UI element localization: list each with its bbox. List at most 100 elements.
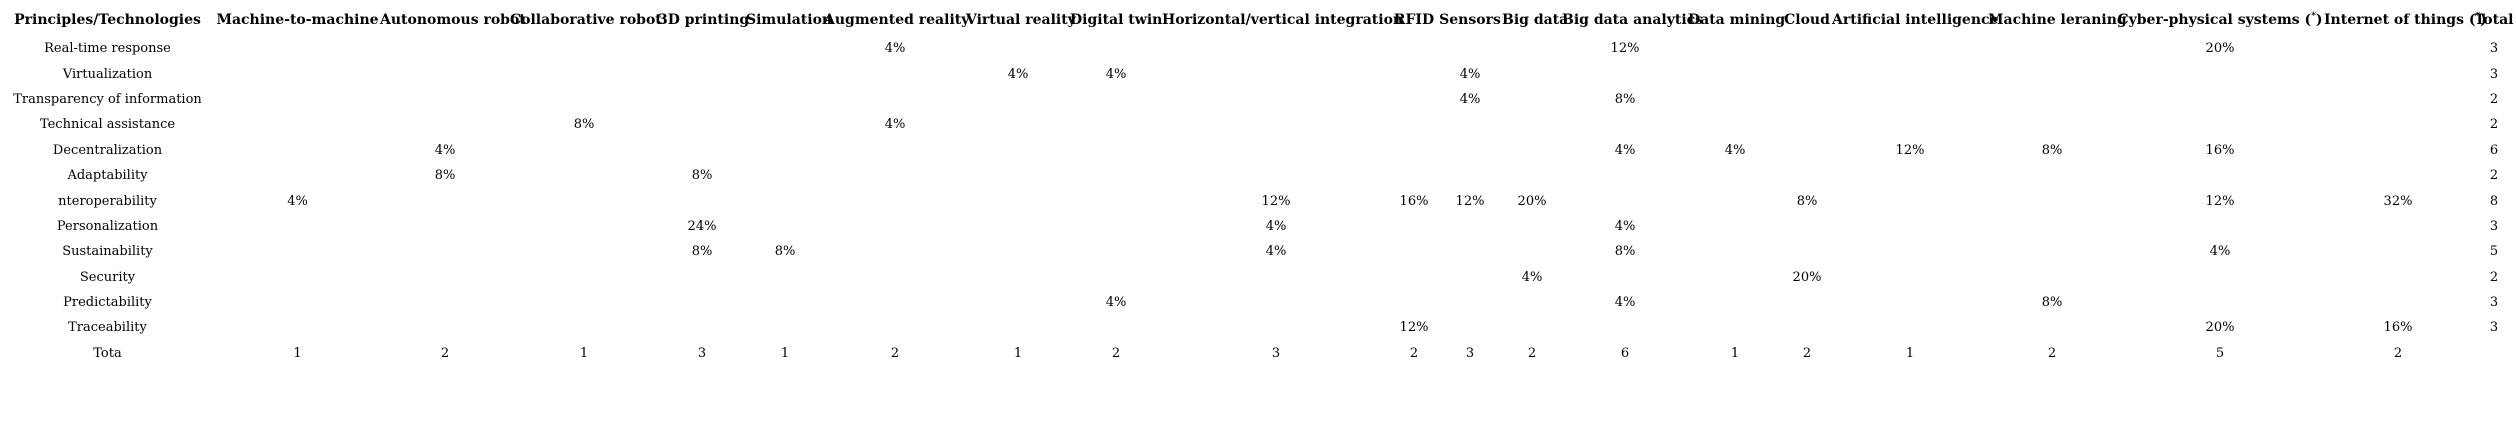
cell-big-data (1502, 138, 1562, 163)
cell-machine-leraning: 2 (2047, 345, 2057, 361)
cell-internet-of-things (2324, 265, 2472, 290)
cell-autonomous-robot (380, 87, 510, 112)
cell-data-mining (1688, 163, 1782, 188)
row-label: nteroperability (58, 193, 157, 209)
col-header-augmented-reality: Augmented reality (824, 12, 970, 28)
cell-machine-leraning (1988, 239, 2116, 264)
cell-machine-to-machine (215, 138, 380, 163)
cell-internet-of-things (2324, 163, 2472, 188)
cell-collaborative-robot: 8% (573, 117, 595, 133)
cell-virtual-reality (966, 138, 1070, 163)
row-label: Tota (93, 345, 122, 361)
cell-cyber-physical-systems: 12% (2205, 193, 2235, 209)
cell-data-mining (1688, 87, 1782, 112)
cell-augmented-reality (824, 188, 966, 213)
footnote-asterisk: * (2311, 11, 2316, 22)
col-header-big-data-analytics: Big data analytics (1562, 12, 1704, 28)
cell-cyber-physical-systems: 20% (2205, 320, 2235, 336)
cell-cyber-physical-systems: 16% (2205, 142, 2235, 158)
cell-3d-printing (658, 290, 746, 315)
cell-augmented-reality (824, 239, 966, 264)
row-label: Sustainability (62, 244, 153, 260)
cell-data-mining (1688, 214, 1782, 239)
cell-cyber-physical-systems (2116, 265, 2324, 290)
cell-digital-twin (1070, 36, 1162, 61)
cell-sensors (1438, 36, 1502, 61)
col-header-total: Total (2474, 12, 2514, 28)
cell-data-mining (1688, 112, 1782, 137)
row-total: 2 (2489, 117, 2499, 133)
cell-horizontal-vertical-integration: 4% (1265, 244, 1287, 260)
cell-digital-twin (1070, 112, 1162, 137)
cell-horizontal-vertical-integration: 12% (1261, 193, 1291, 209)
cell-big-data (1502, 290, 1562, 315)
table-row-tota: Tota 1 2 1 3 1 2 1 2 3 2 3 2 6 1 2 1 2 5 2 (0, 341, 2516, 366)
cell-autonomous-robot (380, 36, 510, 61)
table-row-sustainability: Sustainability 8% 8% 4% 8% 4% 5 (0, 239, 2516, 264)
cell-virtual-reality (966, 315, 1070, 340)
cell-virtual-reality (966, 112, 1070, 137)
cell-simulation (746, 163, 824, 188)
cell-simulation (746, 214, 824, 239)
cell-autonomous-robot (380, 239, 510, 264)
cell-collaborative-robot (510, 315, 658, 340)
cell-horizontal-vertical-integration (1162, 265, 1390, 290)
table-row-security: Security 4% 20% 2 (0, 265, 2516, 290)
cell-machine-to-machine (215, 112, 380, 137)
cell-machine-leraning (1988, 214, 2116, 239)
cell-big-data (1502, 315, 1562, 340)
cell-data-mining: 4% (1724, 142, 1746, 158)
cell-machine-leraning: 8% (2041, 295, 2063, 311)
cell-digital-twin (1070, 265, 1162, 290)
cell-collaborative-robot (510, 214, 658, 239)
cell-simulation (746, 87, 824, 112)
cell-virtual-reality (966, 87, 1070, 112)
cell-artificial-intelligence (1832, 214, 1988, 239)
col-header-big-data: Big data (1502, 12, 1569, 28)
cell-machine-leraning (1988, 87, 2116, 112)
cell-autonomous-robot (380, 61, 510, 86)
cell-cloud: 2 (1802, 345, 1812, 361)
cell-autonomous-robot (380, 315, 510, 340)
cell-digital-twin (1070, 87, 1162, 112)
footnote-asterisk: * (2475, 11, 2481, 22)
row-total: 3 (2489, 320, 2499, 336)
cell-cyber-physical-systems (2116, 214, 2324, 239)
cell-internet-of-things (2324, 138, 2472, 163)
cell-cloud: 20% (1792, 269, 1822, 285)
cell-big-data-analytics: 4% (1614, 142, 1636, 158)
cell-big-data-analytics (1562, 188, 1688, 213)
cell-digital-twin: 4% (1105, 66, 1127, 82)
row-label: Transparency of information (13, 91, 202, 107)
cell-horizontal-vertical-integration (1162, 315, 1390, 340)
row-total: 2 (2489, 168, 2499, 184)
cell-augmented-reality (824, 214, 966, 239)
cell-big-data (1502, 112, 1562, 137)
row-label: Personalization (56, 218, 159, 234)
cell-big-data-analytics: 8% (1614, 91, 1636, 107)
cell-cyber-physical-systems (2116, 163, 2324, 188)
cell-cloud (1782, 138, 1832, 163)
row-label: Technical assistance (39, 117, 176, 133)
col-header-principles-technologies: Principles/Technologies (14, 12, 201, 28)
cell-machine-leraning (1988, 188, 2116, 213)
cell-artificial-intelligence (1832, 61, 1988, 86)
cell-horizontal-vertical-integration (1162, 36, 1390, 61)
cell-machine-to-machine (215, 87, 380, 112)
cell-sensors (1438, 315, 1502, 340)
row-label: Decentralization (52, 142, 163, 158)
cell-cyber-physical-systems (2116, 61, 2324, 86)
cell-augmented-reality (824, 61, 966, 86)
cell-virtual-reality (966, 239, 1070, 264)
cell-simulation: 1 (780, 345, 790, 361)
cell-cloud (1782, 315, 1832, 340)
cell-sensors (1438, 163, 1502, 188)
col-header-artificial-intelligence: Artificial intelligence (1832, 12, 1999, 28)
cell-augmented-reality (824, 290, 966, 315)
cell-3d-printing: 24% (687, 218, 717, 234)
cell-machine-to-machine: 4% (287, 193, 308, 209)
col-header-sensors: Sensors (1439, 12, 1501, 28)
cell-rfid (1390, 163, 1438, 188)
cell-autonomous-robot (380, 112, 510, 137)
cell-digital-twin (1070, 138, 1162, 163)
